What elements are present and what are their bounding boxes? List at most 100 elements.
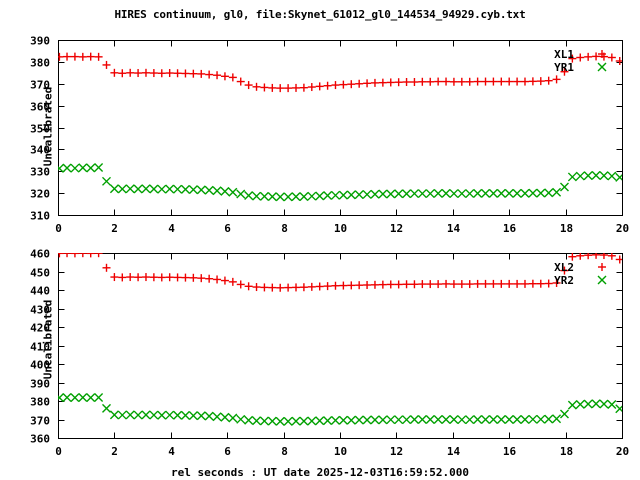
- x-tick-label: 14: [447, 222, 461, 235]
- data-point-YR2: [228, 413, 238, 423]
- data-point-YR2: [109, 410, 119, 420]
- data-point-YR1: [409, 189, 419, 199]
- y-tick-label: 320: [30, 188, 50, 201]
- data-point-XL1: [584, 52, 593, 61]
- data-point-YR1: [607, 171, 617, 181]
- data-point-YR1: [496, 188, 506, 198]
- data-point-XL2: [268, 283, 277, 292]
- data-point-XL2: [434, 280, 443, 289]
- data-point-YR2: [94, 392, 104, 402]
- data-point-XL1: [205, 70, 214, 79]
- y-tick-label: 360: [30, 101, 50, 114]
- data-point-YR2: [165, 410, 175, 420]
- data-point-YR1: [338, 190, 348, 200]
- data-point-YR2: [567, 400, 577, 410]
- data-point-YR2: [425, 415, 435, 424]
- data-point-YR2: [481, 415, 491, 424]
- data-point-YR1: [362, 189, 372, 199]
- data-point-XL1: [607, 53, 616, 62]
- data-point-YR2: [117, 410, 127, 420]
- page-title: HIRES continuum, gl0, file:Skynet_61012_…: [114, 8, 526, 21]
- legend-label-XL1: XL1: [554, 48, 574, 61]
- legend-marker-YR1: [597, 62, 607, 72]
- data-point-YR2: [583, 399, 593, 409]
- data-point-XL2: [536, 279, 545, 288]
- data-point-XL2: [58, 253, 64, 258]
- data-point-YR2: [346, 415, 356, 425]
- data-point-YR2: [212, 412, 222, 422]
- data-point-XL1: [355, 79, 364, 88]
- data-point-XL1: [276, 84, 285, 93]
- data-point-XL2: [78, 253, 87, 258]
- data-point-XL1: [402, 78, 411, 86]
- data-point-YR2: [299, 416, 309, 426]
- chart-canvas-top: 310 320 330 340 350 360 370 380 390 0 2 4 6 8 10 12 14 16…: [30, 35, 629, 236]
- data-point-XL1: [323, 81, 332, 90]
- data-point-YR1: [109, 184, 119, 194]
- data-point-XL1: [481, 77, 490, 86]
- data-point-YR1: [315, 191, 325, 201]
- y-tick-label: 450: [30, 267, 50, 280]
- data-point-YR1: [165, 184, 175, 194]
- data-point-YR1: [58, 163, 64, 173]
- data-point-XL1: [544, 76, 553, 85]
- x-tick-label: 4: [168, 445, 175, 458]
- data-point-YR2: [86, 393, 96, 403]
- x-tick-label: 2: [111, 222, 118, 235]
- data-point-YR1: [370, 189, 380, 199]
- data-point-YR2: [473, 415, 483, 424]
- data-point-YR2: [591, 399, 601, 409]
- data-point-XL1: [426, 77, 435, 86]
- data-point-XL2: [615, 255, 622, 264]
- data-point-XL1: [63, 52, 72, 61]
- data-point-YR2: [417, 415, 427, 424]
- data-point-YR2: [307, 416, 317, 426]
- y-tick-label: 400: [30, 359, 50, 372]
- data-point-YR1: [149, 184, 159, 194]
- data-point-YR1: [180, 184, 190, 194]
- data-point-XL1: [363, 79, 372, 88]
- data-point-XL2: [110, 273, 119, 282]
- y-tick-label: 310: [30, 210, 50, 223]
- data-point-YR1: [236, 189, 246, 199]
- data-point-YR2: [204, 411, 214, 421]
- data-point-YR1: [94, 163, 104, 173]
- data-point-XL2: [560, 266, 569, 275]
- data-point-XL2: [70, 253, 79, 258]
- x-tick-label: 6: [224, 445, 231, 458]
- data-point-XL1: [78, 52, 87, 61]
- data-point-YR1: [102, 176, 111, 186]
- data-point-YR1: [528, 188, 538, 198]
- data-point-XL2: [181, 273, 190, 282]
- data-point-YR1: [173, 184, 183, 194]
- data-point-YR2: [433, 415, 443, 424]
- data-point-XL1: [173, 69, 182, 78]
- data-point-XL2: [418, 280, 427, 289]
- data-point-YR2: [457, 415, 467, 425]
- data-point-YR1: [544, 188, 554, 198]
- data-point-YR1: [481, 188, 491, 198]
- data-point-XL2: [149, 273, 158, 282]
- data-point-YR2: [536, 414, 546, 424]
- data-point-XL1: [126, 68, 135, 77]
- data-point-YR1: [425, 189, 435, 199]
- data-point-XL1: [465, 77, 474, 86]
- data-point-XL2: [134, 273, 143, 282]
- data-point-YR2: [220, 412, 230, 422]
- data-point-YR1: [157, 184, 167, 194]
- x-tick-label: 16: [503, 445, 517, 458]
- data-point-XL2: [197, 274, 206, 283]
- data-point-XL2: [402, 280, 411, 289]
- data-point-XL2: [465, 280, 474, 289]
- data-point-YR2: [599, 399, 609, 409]
- data-point-XL2: [599, 253, 608, 260]
- data-point-YR1: [323, 191, 333, 201]
- data-point-XL2: [228, 277, 237, 286]
- data-point-YR2: [141, 410, 151, 420]
- data-point-YR1: [267, 192, 277, 202]
- data-point-YR1: [291, 192, 301, 202]
- data-point-XL1: [339, 80, 348, 89]
- data-point-YR2: [528, 414, 538, 424]
- data-point-XL2: [513, 279, 522, 288]
- data-point-XL1: [236, 77, 245, 86]
